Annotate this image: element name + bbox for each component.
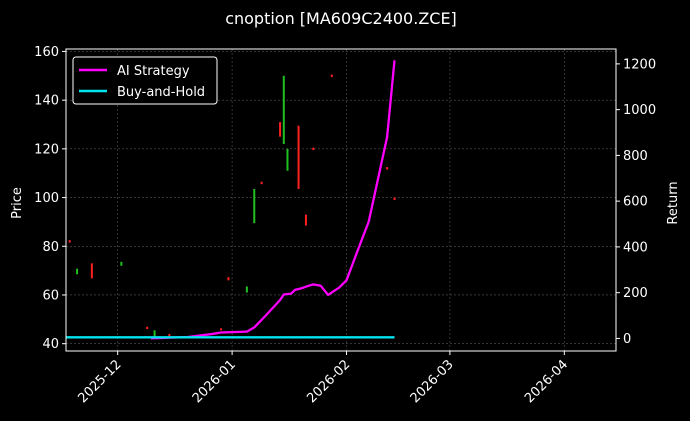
right-tick-label: 1000 (623, 103, 656, 118)
left-tick-label: 140 (34, 94, 59, 109)
left-tick-label: 40 (42, 337, 59, 352)
candle (90, 263, 93, 279)
legend-label-buyhold: Buy-and-Hold (117, 85, 205, 100)
left-tick-label: 120 (34, 142, 59, 157)
candle (286, 148, 289, 171)
candle (260, 181, 263, 185)
candle (76, 268, 79, 275)
candle (312, 147, 315, 151)
legend-box (72, 56, 218, 105)
left-tick-label: 60 (42, 288, 59, 303)
right-tick-label: 0 (623, 332, 631, 347)
candle (393, 197, 396, 200)
candle (245, 286, 248, 293)
right-tick-label: 200 (623, 286, 648, 301)
candle (227, 277, 230, 281)
candles (68, 74, 396, 339)
candle (297, 125, 300, 190)
left-tick-label: 160 (34, 45, 59, 60)
candle (304, 214, 307, 226)
candle (68, 240, 71, 243)
legend: AI Strategy Buy-and-Hold (72, 56, 218, 105)
left-axis: 40 60 80 100 120 140 160 (34, 45, 66, 352)
left-tick-label: 100 (34, 191, 59, 206)
left-tick-label: 80 (42, 240, 59, 255)
candle (279, 122, 282, 137)
lines (66, 60, 396, 340)
legend-label-strategy: AI Strategy (117, 64, 190, 79)
right-tick-label: 800 (623, 149, 648, 164)
candle (386, 167, 389, 170)
right-tick-label: 600 (623, 195, 648, 210)
right-axis: 0 200 400 600 800 1000 1200 (616, 57, 656, 347)
candle (120, 261, 123, 266)
right-tick-label: 1200 (623, 57, 656, 72)
right-axis-label: Return (666, 181, 681, 224)
candle (168, 333, 171, 339)
candle (153, 330, 156, 338)
chart-title: cnoption [MA609C2400.ZCE] (225, 9, 457, 28)
plot-frame (65, 48, 617, 352)
candle (220, 328, 223, 331)
strategy-line (150, 60, 396, 340)
candle (330, 74, 333, 78)
candle (146, 326, 149, 330)
right-tick-label: 400 (623, 240, 648, 255)
candle (282, 75, 285, 144)
left-axis-label: Price (10, 187, 25, 219)
candle (253, 189, 256, 224)
